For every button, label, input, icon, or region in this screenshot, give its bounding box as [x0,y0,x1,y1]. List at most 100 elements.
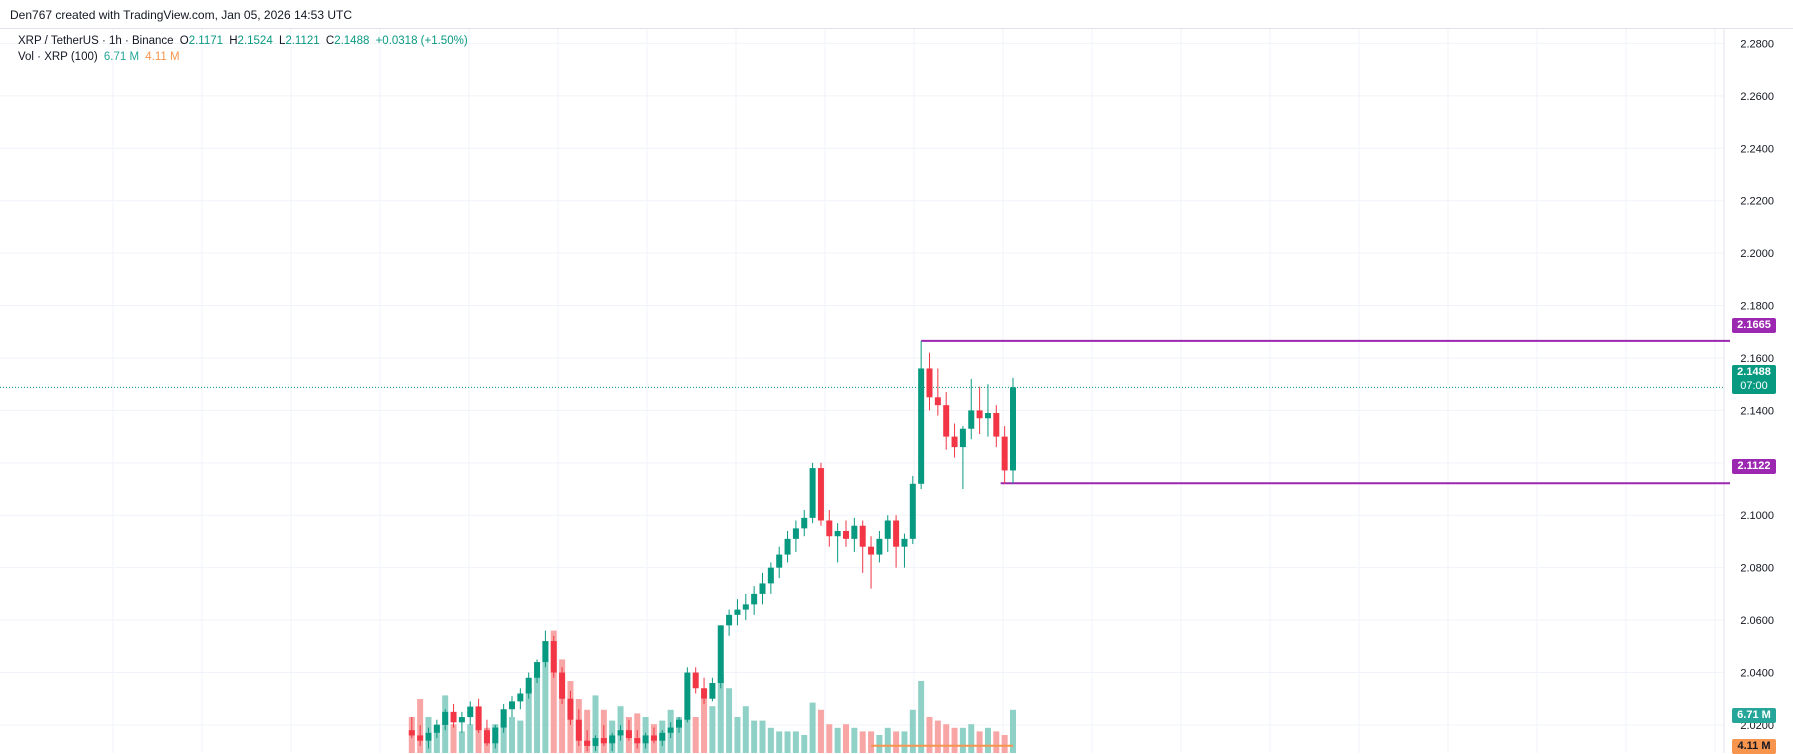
candle-body [751,593,758,605]
candle-body [951,436,958,448]
candle-body [976,410,983,419]
current-price-tag: 2.1488 07:00 [1732,365,1776,394]
candles[interactable] [408,340,1016,752]
low-label: L [278,35,286,47]
grid-lines [0,29,1725,753]
volume-bar [926,717,933,753]
volume-bar [676,717,682,753]
price-tick-label: 2.0400 [1740,668,1774,680]
open-label: O [179,35,189,47]
candle-body [993,413,1000,437]
candle-body [458,717,465,723]
candle-body [492,727,499,744]
volume-bar [834,727,841,753]
volume-bar [851,727,858,753]
volume-bar [592,695,599,753]
candle-body [909,483,916,539]
volume-bar [868,731,875,753]
candle-body [926,368,933,398]
candle-body [625,730,632,739]
candle-body [701,688,708,699]
volume-label: Vol · XRP (100) [18,51,98,63]
candle-body [584,740,591,746]
candle-body [726,614,733,626]
volume-bar [943,724,950,753]
candle-body [417,735,424,741]
candle-body [617,730,624,736]
volume-bar [759,720,766,753]
price-tick-label: 2.0800 [1740,563,1774,575]
candle-body [1001,436,1008,471]
volume-bar [909,709,916,753]
candle-body [450,711,457,723]
candle-body [843,530,849,539]
volume-bar [751,720,758,753]
price-tick-label: 2.1000 [1740,510,1774,522]
volume-bar [776,731,783,753]
volume-bar [876,735,883,753]
candle-body [667,727,674,733]
volume-bar [726,688,733,753]
volume-bar [734,717,741,753]
volume-bar [884,727,891,753]
candle-body [517,693,524,702]
volume-bar [968,724,975,753]
volume-bar [809,702,816,753]
candle-body [542,641,549,663]
candle-body [884,520,891,539]
candle-body [642,735,649,744]
volume-bar [717,673,724,753]
high-value: 2.1524 [237,35,273,47]
candle-body [709,683,716,699]
candle-body [659,732,666,741]
candle-body [425,732,432,741]
candle-body [592,738,599,746]
candle-body [834,530,841,537]
volume-bar [801,735,808,753]
countdown-value: 07:00 [1740,380,1768,392]
volume-bar [859,731,866,753]
volume-bar [559,659,566,753]
candle-body [600,738,607,744]
volume-bar [792,731,799,753]
current-price-value: 2.1488 [1737,366,1771,378]
candle-body [826,520,833,537]
candle-body [717,625,724,684]
candle-body [676,719,682,728]
volume-bar [767,727,774,753]
horizontal-levels[interactable] [0,339,1730,485]
candle-body [784,538,791,555]
volume-bar [458,731,465,753]
price-tick-label: 2.1800 [1740,301,1774,313]
candle-body [767,567,774,584]
resistance-price-tag: 2.1665 [1732,318,1776,333]
volume-ma-value: 4.11 M [145,51,180,63]
price-tick-label: 2.0600 [1740,615,1774,627]
volume-legend: Vol · XRP (100) 6.71 M 4.11 M [18,51,183,63]
candle-body [509,701,515,710]
volume-bar [542,641,549,753]
volume-bar [692,717,699,753]
volume-bar [1010,709,1016,753]
volume-bar [984,727,991,753]
high-label: H [229,35,238,47]
candle-body [734,609,741,615]
open-value: 2.1171 [188,35,224,47]
price-tick-label: 2.2200 [1740,196,1774,208]
price-tick-label: 2.1600 [1740,353,1774,365]
volume-bar [784,731,791,753]
candle-body [918,368,925,484]
volume-bar [951,727,958,753]
candle-body [467,706,474,718]
volume-bar [525,688,532,753]
candle-body [817,468,824,521]
candle-body [943,405,950,437]
candle-body [500,709,507,728]
volume-bar [517,720,524,753]
price-tick-label: 2.2000 [1740,248,1774,260]
candle-body [759,583,766,594]
volume-bar [893,731,900,753]
volume-bar [993,731,1000,753]
symbol-legend: XRP / TetherUS · 1h · Binance O2.1171 H2… [18,35,471,47]
